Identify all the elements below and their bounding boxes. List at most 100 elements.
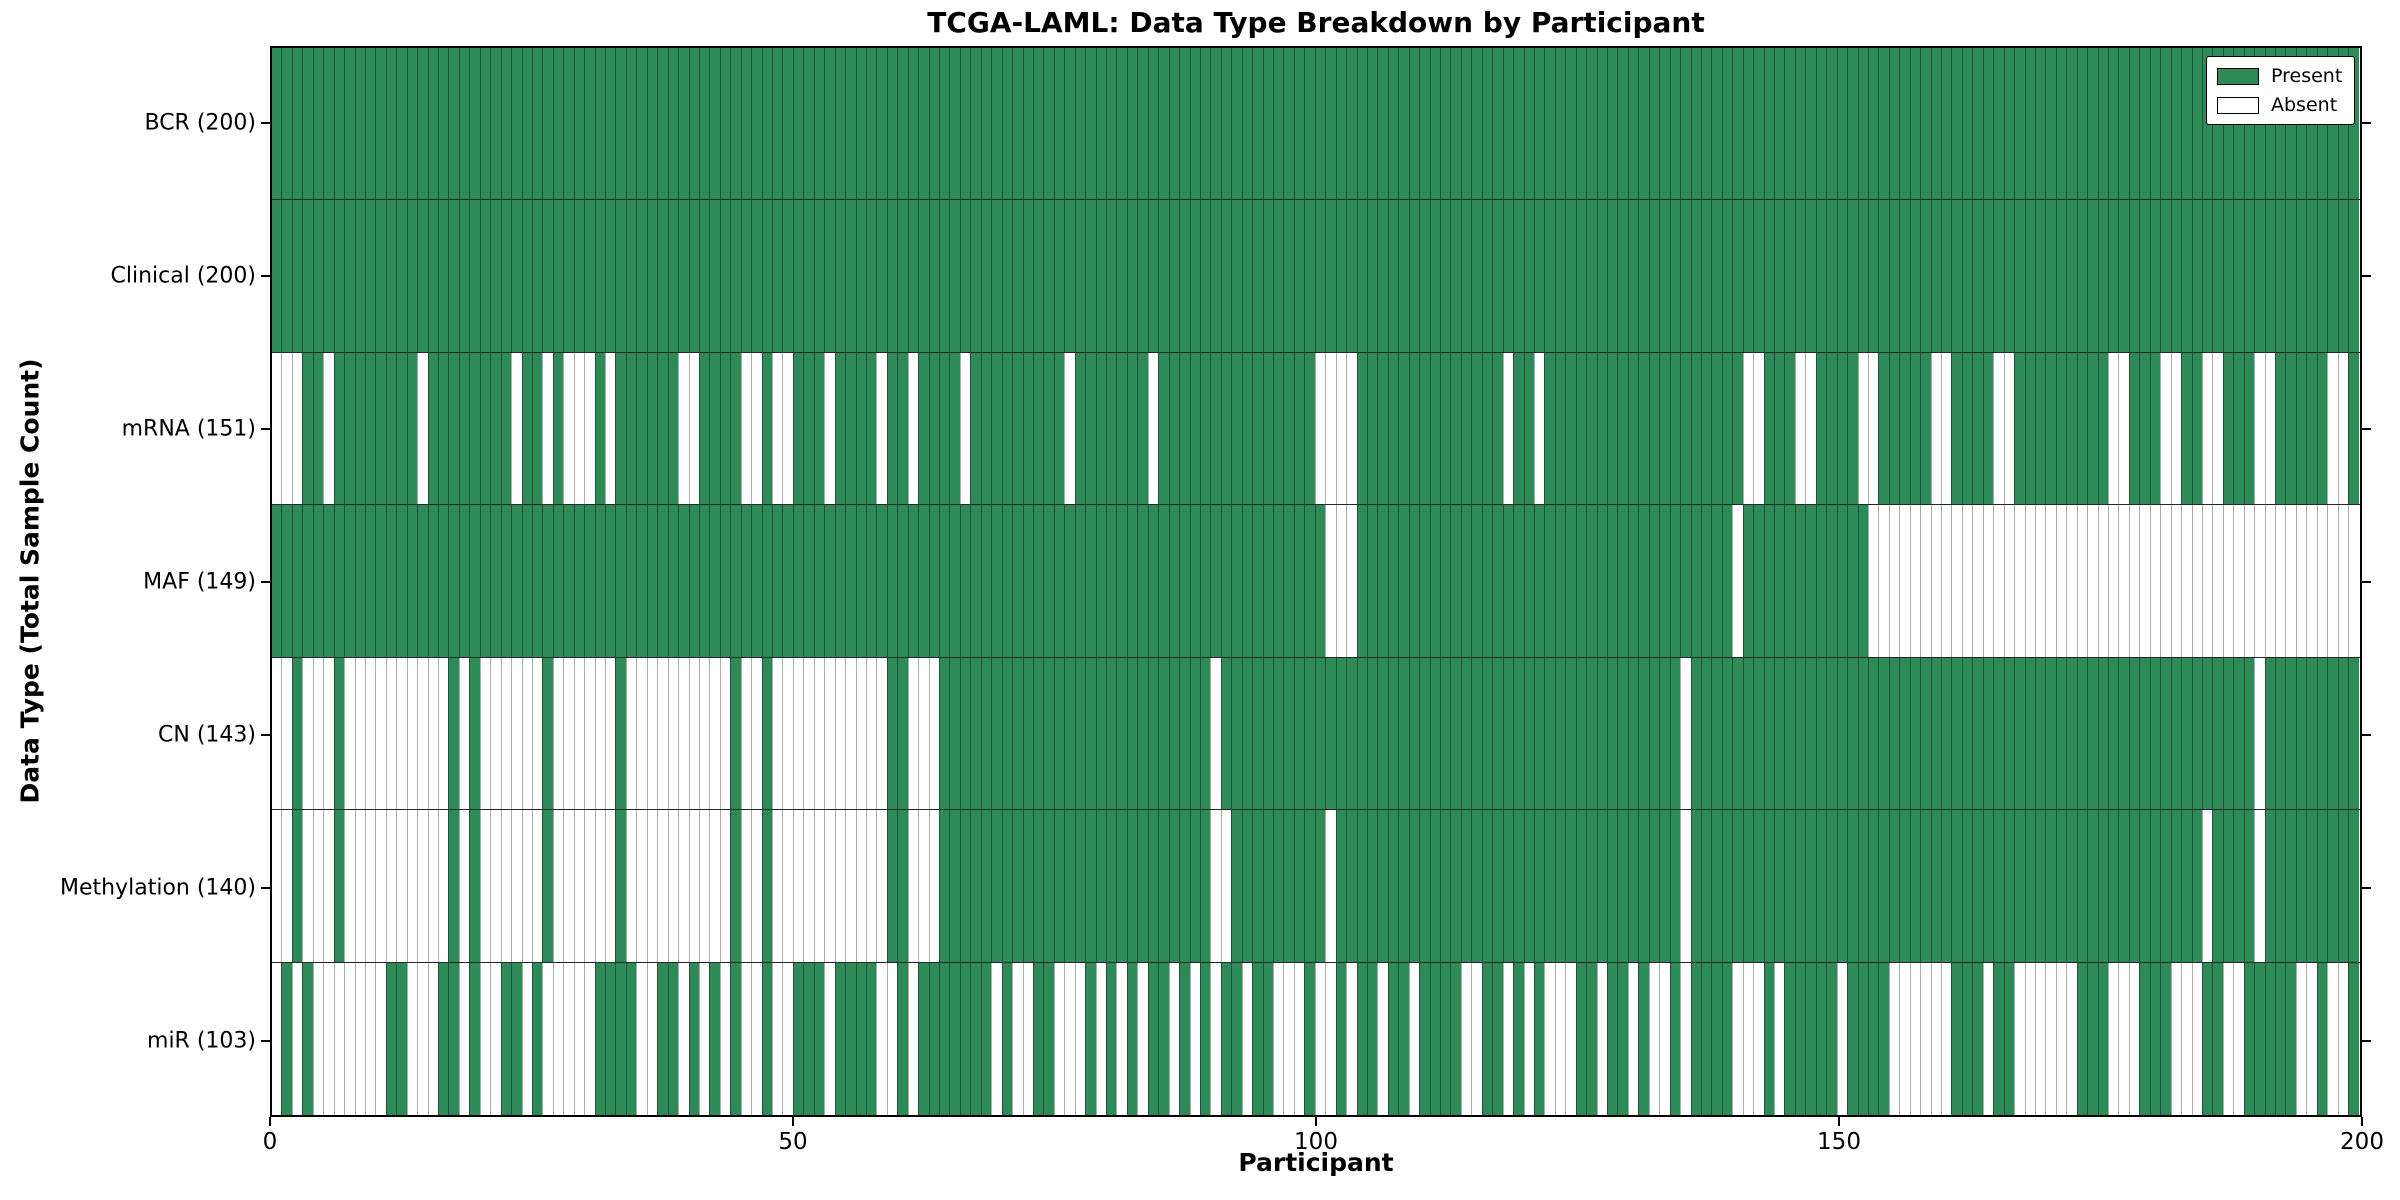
heatmap-cell <box>1147 657 1159 810</box>
heatmap-cell <box>427 657 438 810</box>
heatmap-cell <box>1147 352 1159 505</box>
heatmap-cell <box>1596 810 1607 962</box>
heatmap-cell <box>1398 962 1409 1115</box>
heatmap-cell <box>1753 48 1764 200</box>
heatmap-cell <box>918 810 929 962</box>
heatmap-cell <box>364 505 376 657</box>
heatmap-cell <box>1909 505 1921 657</box>
heatmap-cell <box>1471 810 1482 962</box>
heatmap-cell <box>1878 962 1889 1115</box>
heatmap-cell <box>1012 505 1023 657</box>
heatmap-cell <box>469 505 480 657</box>
heatmap-cell <box>552 810 564 962</box>
heatmap-cell <box>333 352 345 505</box>
heatmap-cell <box>344 200 355 352</box>
heatmap-cell <box>1648 657 1660 810</box>
heatmap-cell <box>2327 810 2338 962</box>
heatmap-cell <box>323 48 334 200</box>
heatmap-cell <box>1220 657 1232 810</box>
heatmap-cell <box>918 657 929 810</box>
heatmap-cell <box>1387 352 1399 505</box>
heatmap-cell <box>1064 200 1075 352</box>
heatmap-cell <box>1721 810 1733 962</box>
heatmap-cell <box>1920 810 1931 962</box>
heatmap-cell <box>1377 352 1388 505</box>
heatmap-cell <box>1784 962 1795 1115</box>
heatmap-cell <box>1231 962 1242 1115</box>
heatmap-cell <box>2306 505 2317 657</box>
heatmap-cell <box>709 48 720 200</box>
heatmap-cell <box>469 48 480 200</box>
x-tick-label-100: 100 <box>1294 1129 1338 1155</box>
heatmap-cell <box>1794 657 1806 810</box>
heatmap-cell <box>1387 48 1399 200</box>
heatmap-cell <box>312 48 324 200</box>
heatmap-cell <box>1763 48 1774 200</box>
heatmap-cell <box>719 48 731 200</box>
heatmap-cell <box>1356 505 1367 657</box>
heatmap-cell <box>2233 657 2244 810</box>
heatmap-cell <box>1366 352 1378 505</box>
heatmap-cell <box>2191 962 2202 1115</box>
heatmap-cell <box>719 200 731 352</box>
heatmap-cell <box>698 200 710 352</box>
heatmap-cell <box>1252 48 1263 200</box>
heatmap-cell <box>1627 657 1639 810</box>
heatmap-cell <box>1586 200 1597 352</box>
heatmap-cell <box>897 657 908 810</box>
heatmap-cell <box>438 48 449 200</box>
heatmap-cell <box>552 657 564 810</box>
heatmap-cell <box>876 962 887 1115</box>
heatmap-cell <box>970 200 981 352</box>
heatmap-cell <box>709 810 720 962</box>
heatmap-cell <box>1533 200 1545 352</box>
heatmap-cell <box>709 505 720 657</box>
heatmap-cell <box>1189 962 1200 1115</box>
heatmap-cell <box>511 200 522 352</box>
heatmap-cell <box>281 48 292 200</box>
heatmap-cell <box>385 200 397 352</box>
heatmap-cell <box>1544 657 1555 810</box>
heatmap-cell <box>1377 810 1388 962</box>
heatmap-cell <box>312 505 324 657</box>
heatmap-cell <box>1836 352 1848 505</box>
heatmap-cell <box>1627 200 1639 352</box>
heatmap-cell <box>1304 810 1315 962</box>
heatmap-cell <box>1064 48 1075 200</box>
heatmap-cell <box>1001 200 1013 352</box>
heatmap-cell <box>719 962 731 1115</box>
heatmap-cell <box>1179 810 1190 962</box>
heatmap-cell <box>1909 657 1921 810</box>
heatmap-cell <box>1961 810 1973 962</box>
heatmap-cell <box>1304 48 1315 200</box>
heatmap-cell <box>2316 200 2328 352</box>
heatmap-cell <box>761 505 772 657</box>
heatmap-cell <box>344 657 355 810</box>
heatmap-cell <box>323 200 334 352</box>
heatmap-cell <box>1659 962 1670 1115</box>
heatmap-cell <box>959 657 971 810</box>
x-tick-label-200: 200 <box>2340 1129 2384 1155</box>
heatmap-cell <box>1669 48 1681 200</box>
heatmap-cell <box>302 505 313 657</box>
heatmap-cell <box>1074 657 1086 810</box>
heatmap-cell <box>1074 810 1086 962</box>
y-tick-label-Methylation: Methylation (140) <box>60 875 256 900</box>
heatmap-cell <box>1993 810 2004 962</box>
heatmap-cell <box>1126 962 1138 1115</box>
heatmap-cell <box>1450 657 1461 810</box>
heatmap-cell <box>2181 200 2192 352</box>
heatmap-cell <box>1419 962 1430 1115</box>
y-tick-mark <box>2362 121 2371 124</box>
heatmap-cell <box>949 48 960 200</box>
heatmap-cell <box>2212 505 2223 657</box>
heatmap-cell <box>876 48 887 200</box>
heatmap-cell <box>2149 48 2161 200</box>
y-tick-mark <box>261 580 270 583</box>
heatmap-cell <box>1283 962 1294 1115</box>
heatmap-cell <box>364 962 376 1115</box>
heatmap-cell <box>2066 352 2077 505</box>
heatmap-cell <box>1440 352 1451 505</box>
heatmap-cell <box>2128 810 2140 962</box>
heatmap-cell <box>2316 657 2328 810</box>
